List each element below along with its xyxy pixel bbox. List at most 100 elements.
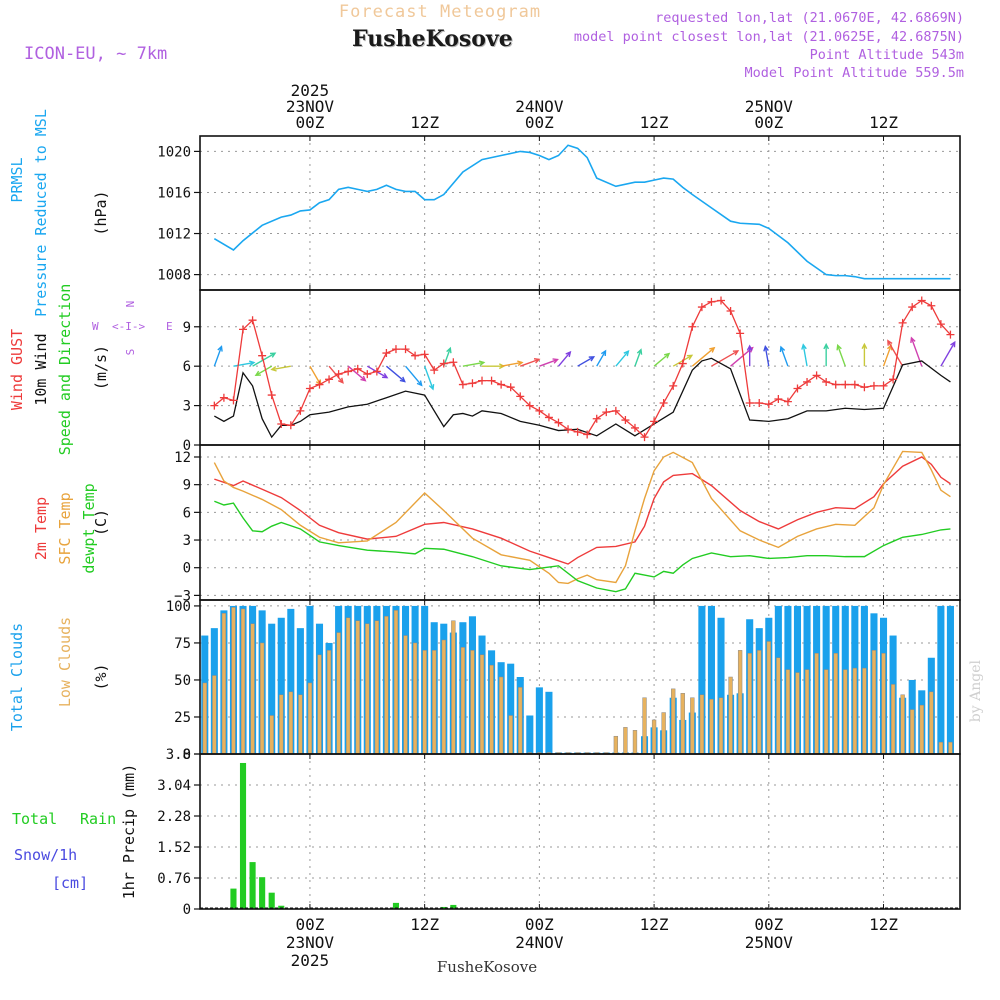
low-cloud-bar [403, 635, 408, 755]
wind-arrow [557, 351, 571, 367]
low-cloud-bar [804, 669, 810, 755]
bottom-time-label: 00Z [525, 915, 554, 934]
compass-e: E [166, 320, 173, 333]
wind-arrow-head [636, 348, 643, 355]
low-cloud-bar [451, 620, 456, 755]
top-time-label: 00Z [525, 113, 554, 132]
wind-arrow [691, 347, 715, 367]
gust-marker [898, 318, 907, 327]
top-time-label: 2025 [291, 81, 330, 100]
gust-marker [640, 433, 649, 442]
gust-marker [401, 345, 410, 354]
wind-arrow [940, 341, 956, 367]
low-cloud-bar [479, 654, 485, 755]
gust-marker [372, 367, 381, 376]
rain-bar [450, 904, 457, 909]
gust-marker [764, 400, 773, 409]
wind-arrow [213, 346, 223, 367]
y-tick-label: 1008 [157, 268, 191, 284]
wind-arrow [882, 345, 892, 367]
location-title: FusheKosove [352, 26, 513, 52]
wind-arrow-head [446, 346, 452, 354]
gust-marker [267, 391, 276, 400]
total-cloud-bar [507, 663, 515, 754]
closest-coords: model point closest lon,lat (21.0625E, 4… [573, 29, 964, 45]
precip-label-total: Total [12, 810, 57, 828]
wind-frame [199, 289, 961, 446]
gust-marker [602, 408, 611, 417]
y-tick-label: 3 [183, 399, 191, 415]
gust-marker [535, 406, 544, 415]
gust-marker [611, 406, 620, 415]
gust-marker [325, 375, 334, 384]
y-tick-label: 1.52 [157, 840, 191, 856]
wind-arrow [233, 361, 255, 367]
wind-label-gust: Wind GUST [8, 329, 26, 410]
total-cloud-bar [277, 617, 285, 754]
gust-marker [869, 381, 878, 390]
pressure-frame [199, 135, 961, 291]
rain-bar [278, 905, 285, 909]
wind-arrow-head [732, 350, 740, 356]
low-cloud-bar [374, 620, 380, 755]
gust-marker [468, 379, 477, 388]
low-cloud-bar [240, 608, 246, 755]
gust-marker [229, 396, 238, 405]
y-tick-label: 3.8 [166, 747, 191, 763]
total-cloud-bar [268, 623, 276, 754]
pressure-ylabel: (hPa) [92, 190, 110, 235]
wind-arrow-head [763, 345, 769, 352]
gust-marker [239, 325, 248, 334]
low-cloud-bar [307, 682, 313, 755]
prmsl-line [213, 144, 951, 280]
low-cloud-bar [384, 616, 389, 755]
temp-label-sfc: SFC Temp [56, 492, 74, 564]
gust-marker [363, 370, 372, 379]
low-cloud-bar [355, 620, 360, 755]
wind-arrow [252, 352, 276, 367]
low-cloud-bar [910, 709, 915, 755]
gust-marker [296, 406, 305, 415]
wind-arrow-head [861, 342, 868, 350]
gust-marker [726, 307, 735, 316]
wind-arrow [887, 340, 904, 367]
bottom-time-label: 00Z [754, 915, 783, 934]
wind-arrow-head [270, 365, 277, 372]
wind-arrow-head [533, 358, 541, 364]
compass-w: W [92, 320, 99, 333]
bottom-time-label: 00Z [295, 915, 324, 934]
top-time-label: 00Z [754, 113, 783, 132]
wind-arrow-head [664, 352, 671, 359]
low-cloud-bar [690, 697, 695, 755]
gust-marker [812, 371, 821, 380]
gust-marker [411, 351, 420, 360]
rain-bar [259, 877, 266, 909]
wind-arrow-head [248, 360, 256, 367]
y-tick-label: 50 [174, 673, 191, 689]
gust-marker [544, 413, 553, 422]
low-cloud-bar [298, 694, 303, 755]
wind-label-10m: 10m Wind [32, 333, 50, 405]
precip-frame [199, 753, 961, 910]
low-cloud-bar [728, 676, 733, 755]
compass-n: N [124, 301, 137, 308]
top-time-label: 12Z [640, 113, 669, 132]
gust-marker [497, 380, 506, 389]
y-tick-label: 12 [174, 450, 191, 466]
wind-arrow [462, 361, 484, 367]
gust-marker [564, 425, 573, 434]
low-cloud-bar [890, 684, 896, 755]
total-cloud-bar [717, 617, 725, 754]
gust-marker [554, 418, 563, 427]
gust-marker [659, 398, 668, 407]
bottom-time-label: 2025 [291, 951, 330, 970]
wind-arrow-head [269, 352, 277, 358]
low-cloud-bar [785, 669, 791, 755]
y-tick-label: 3.04 [157, 778, 191, 794]
gust-marker [717, 296, 726, 305]
gust-marker [573, 427, 582, 436]
gust-marker [315, 380, 324, 389]
low-cloud-bar [824, 669, 829, 755]
top-time-label: 00Z [295, 113, 324, 132]
wind-arrow-head [836, 343, 842, 351]
